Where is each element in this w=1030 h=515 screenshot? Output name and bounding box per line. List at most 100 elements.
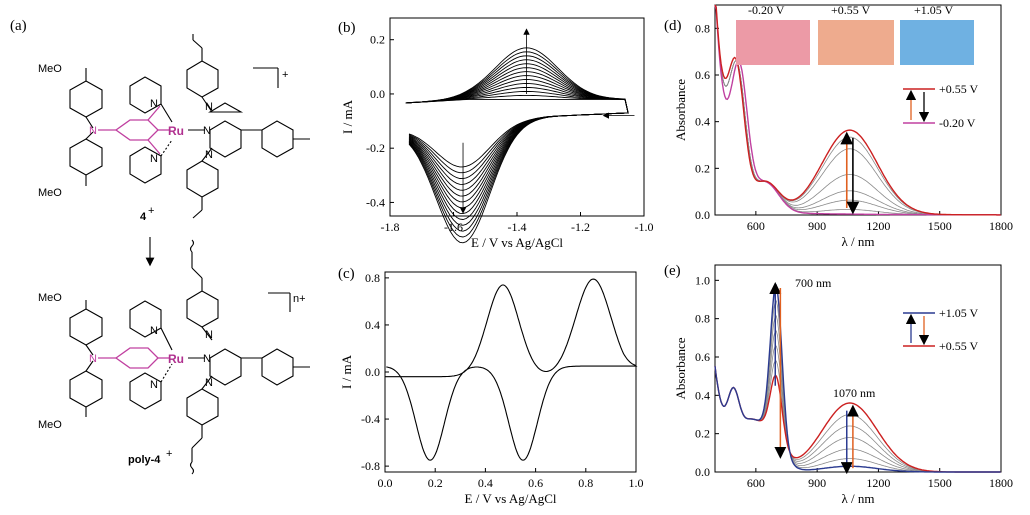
- y-tick-label: 0.0: [695, 465, 710, 479]
- y-tick-label: 0.0: [370, 87, 385, 101]
- y-tick-label: -0.8: [361, 459, 380, 473]
- legend-e-item-1: +1.05 V: [939, 306, 979, 320]
- legend-e: +1.05 V +0.55 V: [903, 306, 979, 353]
- n-label-4: N: [205, 101, 213, 113]
- x-tick-label: -1.2: [571, 220, 590, 234]
- y-tick-label: 0.8: [695, 312, 710, 326]
- y-axis-label: Absorbance: [673, 337, 688, 399]
- panel-d-spectra-chart: 600 900 1200 1500 1800 0.0 0.2 0.4 0.6 0.8 λ / nm A…: [673, 4, 1013, 249]
- legend-e-item-2: +0.55 V: [939, 339, 979, 353]
- x-axis-label: E / V vs Ag/AgCl: [465, 491, 557, 506]
- x-tick-label: 0.8: [578, 476, 593, 490]
- methoxy-label-2: MeO: [38, 187, 62, 199]
- plot-frame: [714, 4, 1002, 216]
- x-axis-label: λ / nm: [841, 491, 874, 506]
- x-axis-label: λ / nm: [841, 234, 874, 249]
- legend-d-item-1: +0.55 V: [939, 82, 979, 96]
- ruthenium-label-bottom: Ru: [168, 352, 184, 366]
- x-tick-label: -1.8: [381, 220, 400, 234]
- y-tick-label: 0.8: [365, 271, 380, 285]
- y-tick-label: 0.0: [365, 365, 380, 379]
- photo-peach-film: [818, 20, 894, 65]
- methoxy-label-3: MeO: [38, 292, 62, 304]
- annotation-700nm: 700 nm: [795, 276, 832, 290]
- n-label-5: N: [205, 149, 213, 161]
- y-tick-label: 0.6: [695, 350, 710, 364]
- x-tick-label: 0.2: [428, 476, 443, 490]
- intermediate-spectrum: [714, 345, 1001, 473]
- cv-cycle-trace: [405, 67, 629, 215]
- y-tick-label: 0.2: [695, 427, 710, 441]
- cv-cycle-trace: [405, 47, 629, 244]
- n-label-1: N: [150, 98, 158, 110]
- cv-trace: [385, 278, 638, 461]
- methoxy-label-1: MeO: [38, 63, 62, 75]
- y-tick-label: 0.4: [365, 318, 380, 332]
- n-label-8: N: [203, 353, 211, 365]
- molecule-poly-4: [69, 239, 310, 475]
- photo-label-1: -0.20 V: [748, 3, 785, 17]
- methoxy-label-4: MeO: [38, 419, 62, 431]
- panel-d-label: (d): [664, 18, 682, 34]
- bottom-bracket-charge: n+: [293, 293, 306, 305]
- cv-cycle-trace: [405, 51, 629, 238]
- ruthenium-label-top: Ru: [168, 124, 184, 138]
- legend-d: +0.55 V -0.20 V: [903, 82, 979, 130]
- y-tick-label: 0.2: [370, 33, 385, 47]
- n-label-7: N: [150, 379, 158, 391]
- y-axis-label: I / mA: [339, 354, 354, 389]
- photo-pink-film: [736, 20, 810, 65]
- y-axis-label: Absorbance: [673, 79, 688, 141]
- x-tick-label: 600: [747, 476, 765, 490]
- photo-label-3: +1.05 V: [914, 3, 954, 17]
- top-bracket-charge: +: [282, 69, 288, 81]
- photo-blue-film: [900, 20, 974, 65]
- x-tick-label: -1.4: [508, 220, 527, 234]
- x-tick-label: -1.6: [444, 220, 463, 234]
- cyclometalating-ring-bottom: [98, 347, 170, 369]
- cv-cycle-trace: [405, 55, 629, 232]
- panel-a-label: (a): [10, 18, 27, 34]
- n-label-3: N: [203, 125, 211, 137]
- amine-nitrogen: N: [89, 125, 97, 137]
- cyclometalating-ring-top: [98, 105, 170, 155]
- x-tick-label: 900: [808, 476, 826, 490]
- x-tick-label: 1500: [928, 476, 952, 490]
- panel-a-structures: (a): [10, 18, 310, 475]
- cv-cycle-trace: [405, 87, 629, 185]
- y-tick-label: 0.0: [695, 208, 710, 222]
- y-tick-label: -0.2: [366, 141, 385, 155]
- spectrum-plus-0-55V: [714, 4, 1001, 216]
- spectrum-plus-0-55V: [714, 366, 1001, 473]
- panel-b-label: (b): [338, 20, 356, 36]
- y-tick-label: 0.8: [695, 21, 710, 35]
- y-tick-label: -0.4: [361, 412, 380, 426]
- x-tick-label: 0.6: [528, 476, 543, 490]
- y-tick-label: 1.0: [695, 273, 710, 287]
- photo-label-2: +0.55 V: [831, 3, 871, 17]
- n-label-10: N: [205, 377, 213, 389]
- x-tick-label: 1500: [928, 219, 952, 233]
- plot-frame: [389, 17, 645, 217]
- compound-4-charge: +: [148, 205, 154, 217]
- x-tick-label: 600: [747, 219, 765, 233]
- x-tick-label: -1.0: [635, 220, 654, 234]
- panel-e-spectra-chart: 600 900 1200 1500 1800 0.0 0.2 0.4 0.6 0.8 1.0 λ / …: [673, 264, 1013, 506]
- y-tick-label: 0.4: [695, 115, 710, 129]
- n-label-2: N: [150, 153, 158, 165]
- molecule-4: [69, 68, 103, 186]
- amine-nitrogen-bottom: N: [89, 353, 97, 365]
- x-tick-label: 1200: [866, 476, 890, 490]
- y-tick-label: 0.6: [695, 68, 710, 82]
- n-label-6: N: [150, 325, 158, 337]
- compound-poly-4-charge: +: [166, 448, 172, 460]
- spectrum-plus-1-05V: [714, 284, 1001, 473]
- x-tick-label: 900: [808, 219, 826, 233]
- x-tick-label: 1200: [866, 219, 890, 233]
- x-tick-label: 1.0: [629, 476, 644, 490]
- y-tick-label: 0.2: [695, 161, 710, 175]
- x-tick-label: 1800: [989, 476, 1013, 490]
- plot-frame: [384, 271, 637, 473]
- annotation-1070nm: 1070 nm: [833, 386, 876, 400]
